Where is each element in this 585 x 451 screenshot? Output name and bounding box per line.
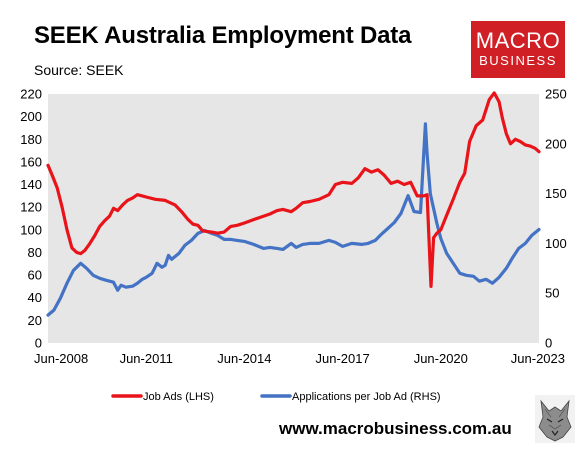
x-tick-label: Jun-2023: [511, 351, 565, 366]
chart-title: SEEK Australia Employment Data: [34, 22, 412, 49]
left-tick-label: 100: [20, 222, 42, 237]
macrobusiness-logo: MACRO BUSINESS: [471, 21, 565, 78]
wolf-logo-icon: [535, 395, 575, 443]
right-tick-label: 50: [545, 286, 559, 301]
legend-item-job-ads: Job Ads (LHS): [111, 391, 214, 403]
left-tick-label: 20: [28, 313, 42, 328]
chart-source: Source: SEEK: [34, 62, 124, 78]
right-y-axis: 0 50 100 150 200 250: [545, 87, 567, 351]
series-job-ads-line: [46, 91, 541, 288]
plot-area: [48, 94, 539, 343]
right-tick-label: 250: [545, 87, 567, 102]
right-tick-label: 200: [545, 136, 567, 151]
left-tick-label: 80: [28, 245, 42, 260]
left-tick-label: 60: [28, 268, 42, 283]
x-tick-label: Jun-2008: [34, 351, 88, 366]
x-tick-label: Jun-2017: [315, 351, 369, 366]
logo-line-1: MACRO: [475, 28, 561, 53]
left-tick-label: 0: [35, 336, 42, 351]
legend: Job Ads (LHS) Applications per Job Ad (RH…: [111, 391, 441, 403]
left-tick-label: 40: [28, 290, 42, 305]
right-tick-label: 150: [545, 186, 567, 201]
right-tick-label: 100: [545, 236, 567, 251]
left-y-axis: 0 20 40 60 80 100 120 140 160 180 200 220: [20, 87, 42, 351]
logo-line-2: BUSINESS: [479, 53, 557, 68]
series-applications-line: [46, 122, 541, 317]
legend-label: Job Ads (LHS): [143, 391, 214, 403]
x-tick-label: Jun-2014: [217, 351, 271, 366]
left-tick-label: 180: [20, 132, 42, 147]
left-tick-label: 120: [20, 200, 42, 215]
series-group: [46, 91, 541, 317]
legend-item-applications: Applications per Job Ad (RHS): [260, 391, 441, 403]
left-tick-label: 140: [20, 177, 42, 192]
left-tick-label: 220: [20, 87, 42, 102]
x-tick-label: Jun-2011: [120, 351, 173, 366]
left-tick-label: 160: [20, 154, 42, 169]
left-tick-label: 200: [20, 109, 42, 124]
x-tick-label: Jun-2020: [414, 351, 468, 366]
website-url[interactable]: www.macrobusiness.com.au: [279, 419, 512, 438]
legend-label: Applications per Job Ad (RHS): [292, 391, 441, 403]
right-tick-label: 0: [545, 336, 552, 351]
x-axis: Jun-2008 Jun-2011 Jun-2014 Jun-2017 Jun-2020…: [34, 351, 565, 366]
